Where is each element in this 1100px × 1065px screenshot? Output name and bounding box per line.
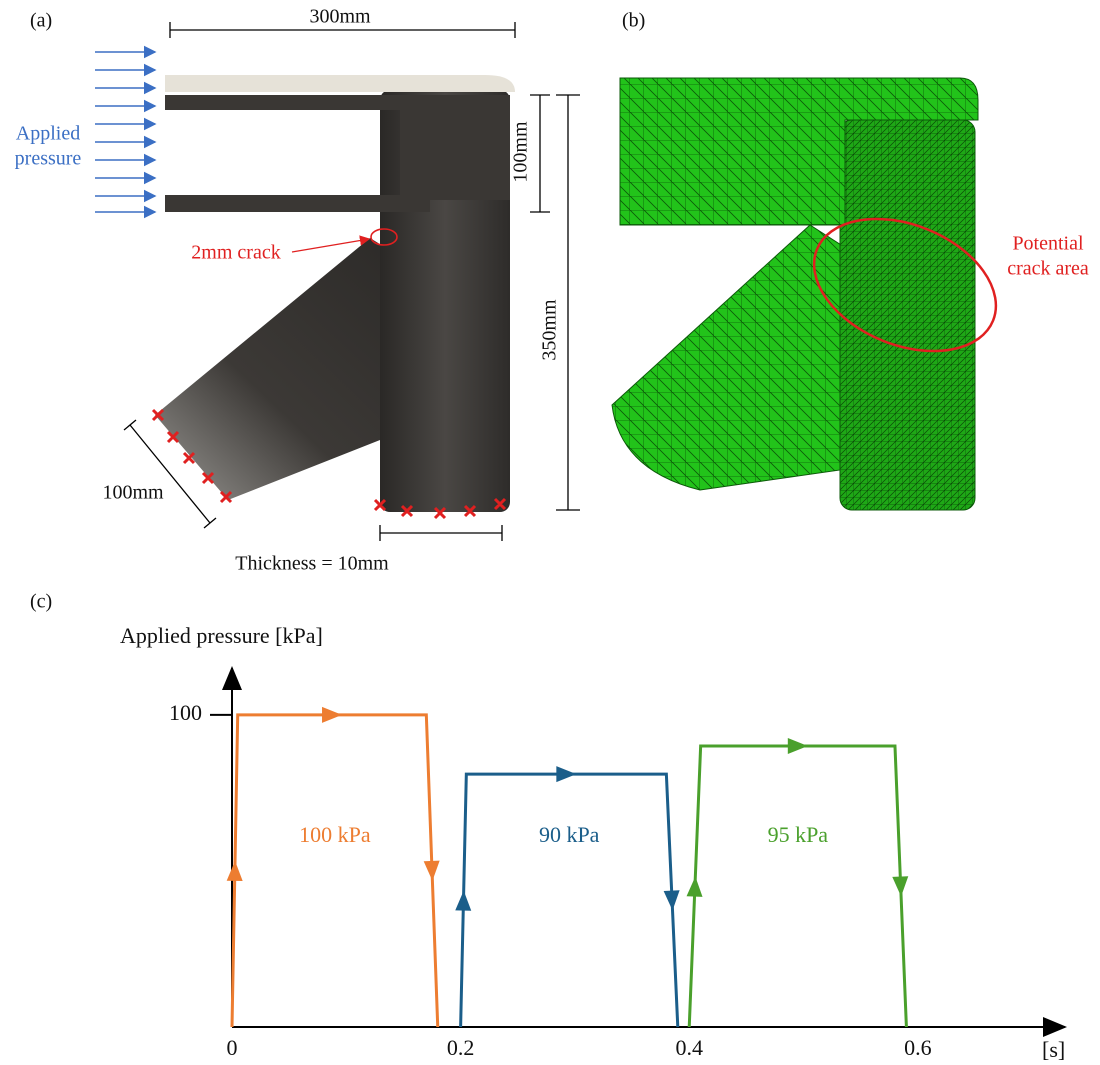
direction-arrow (424, 861, 440, 881)
dimension-line (380, 525, 502, 541)
dimension-label: 100mm (510, 121, 532, 183)
panel-c: (c) Applied pressure [kPa] [s] 100 0 0.2 0.… (30, 591, 1065, 1060)
series-label: 90 kPa (539, 822, 600, 847)
dimension-label: 300mm (309, 6, 371, 28)
pressure-arrows (95, 52, 155, 212)
crack-label: 2mm crack (191, 242, 280, 264)
direction-arrow (227, 861, 243, 881)
panel-label: (b) (622, 10, 645, 32)
direction-arrow (455, 891, 471, 911)
x-tick-label: 0.4 (675, 1035, 703, 1060)
pressure-label: pressure (15, 148, 82, 170)
crack-area-label: Potential (1012, 233, 1084, 255)
vertical-pipe-mesh (840, 120, 975, 510)
direction-arrow (687, 877, 703, 897)
dimension-label: 100mm (102, 482, 164, 504)
x-axis-label: [s] (1042, 1037, 1065, 1060)
panel-a: (a) 300mm Applied pressure 2mm crack 100… (15, 6, 515, 575)
dimension-line (530, 95, 550, 212)
figure: (a) 300mm Applied pressure 2mm crack 100… (0, 0, 1100, 1060)
x-tick-label: 0.6 (904, 1035, 932, 1060)
y-axis-label: Applied pressure [kPa] (120, 623, 323, 648)
direction-arrow (556, 766, 576, 782)
panel-label: (a) (30, 10, 52, 32)
direction-arrow (664, 890, 680, 910)
series-label: 95 kPa (768, 822, 829, 847)
direction-arrow (322, 707, 342, 723)
y-tick-label: 100 (169, 700, 202, 725)
series-line (689, 746, 906, 1027)
direction-arrow (788, 738, 808, 754)
thickness-label: Thickness = 10mm (235, 553, 389, 575)
top-surface (165, 75, 515, 92)
direction-arrow (892, 876, 908, 896)
panel-label: (c) (30, 591, 52, 613)
panel-b: (b) 100mm 350mm Potential crack area (510, 10, 1089, 510)
x-tick-label: 0.2 (447, 1035, 475, 1060)
top-beam (165, 95, 510, 212)
x-tick-label: 0 (227, 1035, 238, 1060)
dimension-label: 350mm (539, 299, 561, 361)
series-label: 100 kPa (299, 822, 371, 847)
series-line (461, 774, 678, 1027)
series-line (232, 715, 438, 1027)
pressure-label: Applied (16, 123, 80, 145)
crack-area-label: crack area (1007, 258, 1089, 280)
